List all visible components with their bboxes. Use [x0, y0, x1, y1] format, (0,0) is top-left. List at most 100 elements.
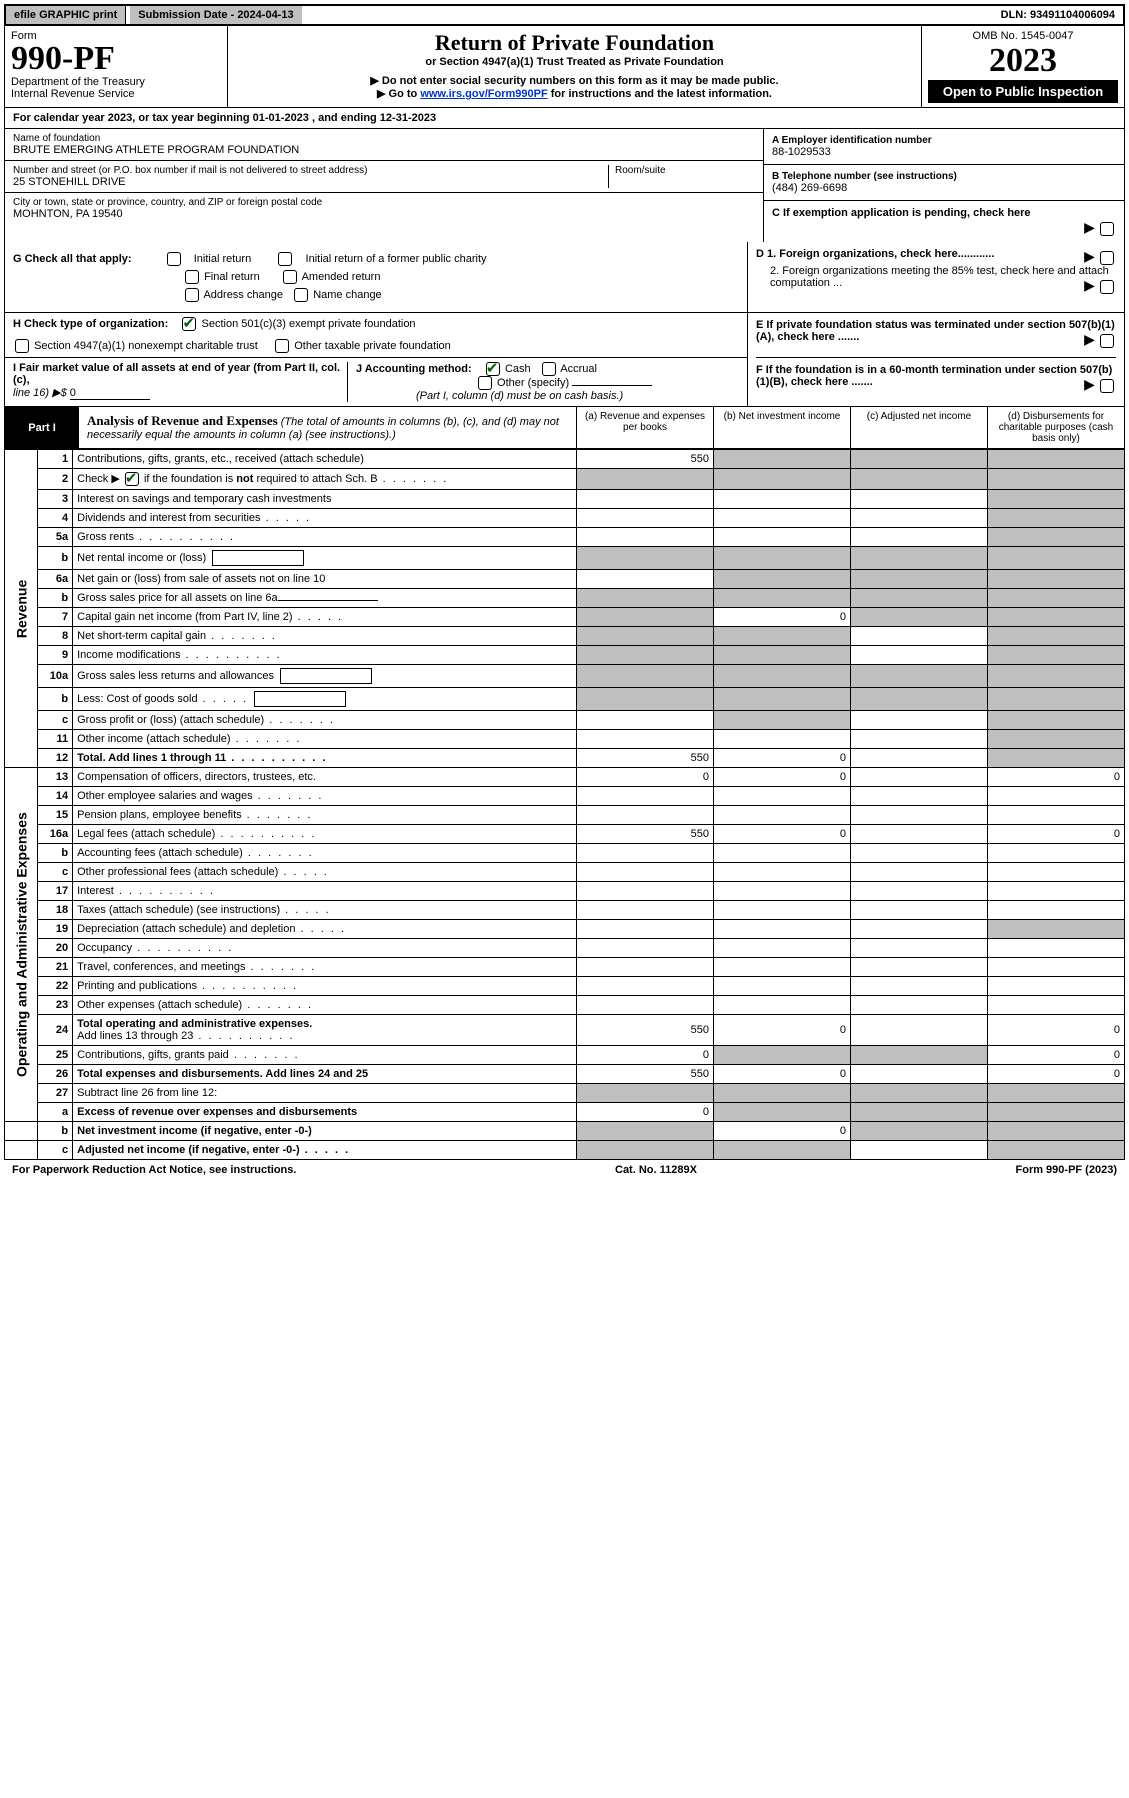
- checkbox-4947[interactable]: [15, 339, 29, 353]
- row-desc: Other professional fees (attach schedule…: [73, 863, 577, 882]
- col-c-head: (c) Adjusted net income: [850, 407, 987, 448]
- inline-input[interactable]: [280, 668, 372, 684]
- row-num: 26: [38, 1065, 73, 1084]
- dln-number: DLN: 93491104006094: [993, 6, 1123, 24]
- checkbox-c[interactable]: [1100, 222, 1114, 236]
- arrow-icon: ▶: [1084, 376, 1095, 392]
- cell-d: [988, 469, 1125, 490]
- row-num: b: [38, 1122, 73, 1141]
- row-num: 12: [38, 749, 73, 768]
- col-a-head: (a) Revenue and expenses per books: [576, 407, 713, 448]
- dept-treasury: Department of the Treasury: [11, 76, 221, 88]
- row-num: 10a: [38, 665, 73, 688]
- row-desc: Taxes (attach schedule) (see instruction…: [73, 901, 577, 920]
- row-desc: Contributions, gifts, grants, etc., rece…: [73, 450, 577, 469]
- checkbox-d1[interactable]: [1100, 251, 1114, 265]
- h-opt2: Section 4947(a)(1) nonexempt charitable …: [34, 340, 258, 352]
- row-desc: Gross rents: [73, 528, 577, 547]
- checkbox-final[interactable]: [185, 270, 199, 284]
- row-desc: Gross sales price for all assets on line…: [73, 589, 577, 608]
- part1-title: Analysis of Revenue and Expenses: [87, 413, 278, 428]
- r2-not: not: [236, 473, 253, 485]
- r2-pre: Check ▶: [77, 473, 123, 485]
- i-line16: line 16) ▶$: [13, 387, 67, 399]
- checkbox-e[interactable]: [1100, 334, 1114, 348]
- checkbox-amended[interactable]: [283, 270, 297, 284]
- row-num: 18: [38, 901, 73, 920]
- row-num: b: [38, 589, 73, 608]
- checkbox-cash[interactable]: [486, 362, 500, 376]
- row-num: c: [38, 1141, 73, 1160]
- row-desc: Total expenses and disbursements. Add li…: [73, 1065, 577, 1084]
- inline-input[interactable]: [254, 691, 346, 707]
- checkbox-501c3[interactable]: [182, 317, 196, 331]
- submission-date: Submission Date - 2024-04-13: [130, 6, 301, 24]
- row-num: 11: [38, 730, 73, 749]
- checkbox-f[interactable]: [1100, 379, 1114, 393]
- checkbox-initial[interactable]: [167, 252, 181, 266]
- row-num: 17: [38, 882, 73, 901]
- cell-a: 550: [577, 450, 714, 469]
- irs-link[interactable]: www.irs.gov/Form990PF: [420, 88, 547, 100]
- inline-input[interactable]: [278, 600, 378, 601]
- row-num: 15: [38, 806, 73, 825]
- expenses-sidebar: Operating and Administrative Expenses: [5, 768, 38, 1122]
- g-item-1: Initial return of a former public charit…: [306, 253, 487, 265]
- checkbox-addr-change[interactable]: [185, 288, 199, 302]
- note-goto-post: for instructions and the latest informat…: [548, 88, 772, 100]
- ein-value: 88-1029533: [772, 146, 1116, 158]
- note-ssn: ▶ Do not enter social security numbers o…: [236, 74, 913, 87]
- row-desc: Capital gain net income (from Part IV, l…: [73, 608, 577, 627]
- tel-value: (484) 269-6698: [772, 182, 1116, 194]
- foundation-city: MOHNTON, PA 19540: [13, 208, 755, 220]
- checkbox-sch-b[interactable]: [125, 472, 139, 486]
- row-desc: Total. Add lines 1 through 11: [73, 749, 577, 768]
- inline-input[interactable]: [212, 550, 304, 566]
- row-desc: Interest: [73, 882, 577, 901]
- cell-b: [714, 450, 851, 469]
- row-desc: Occupancy: [73, 939, 577, 958]
- row-desc: Excess of revenue over expenses and disb…: [73, 1103, 577, 1122]
- d2-label: 2. Foreign organizations meeting the 85%…: [770, 265, 1109, 289]
- checkbox-initial-former[interactable]: [278, 252, 292, 266]
- row-num: 20: [38, 939, 73, 958]
- other-specify[interactable]: [572, 385, 652, 386]
- part1-header: Part I Analysis of Revenue and Expenses …: [4, 407, 1125, 449]
- calendar-year-line: For calendar year 2023, or tax year begi…: [4, 108, 1125, 129]
- row-desc: Gross sales less returns and allowances: [73, 665, 577, 688]
- row-num: 1: [38, 450, 73, 469]
- row-desc: Income modifications: [73, 646, 577, 665]
- checkbox-other-taxable[interactable]: [275, 339, 289, 353]
- j-other: Other (specify): [497, 377, 569, 389]
- row-desc: Check ▶ if the foundation is not require…: [73, 469, 577, 490]
- e-label: E If private foundation status was termi…: [756, 319, 1115, 343]
- footer-left: For Paperwork Reduction Act Notice, see …: [12, 1164, 296, 1176]
- row-num: b: [38, 844, 73, 863]
- g-item-4: Address change: [203, 289, 283, 301]
- g-item-2: Final return: [204, 271, 260, 283]
- arrow-icon: ▶: [1084, 219, 1095, 235]
- foundation-info: Name of foundation BRUTE EMERGING ATHLET…: [4, 129, 1125, 242]
- g-label: G Check all that apply:: [13, 253, 132, 265]
- row-desc: Travel, conferences, and meetings: [73, 958, 577, 977]
- j-note: (Part I, column (d) must be on cash basi…: [416, 390, 623, 402]
- checkbox-name-change[interactable]: [294, 288, 308, 302]
- part1-label: Part I: [5, 407, 79, 448]
- form-header: Form 990-PF Department of the Treasury I…: [4, 26, 1125, 108]
- row-desc: Depreciation (attach schedule) and deple…: [73, 920, 577, 939]
- c-label: C If exemption application is pending, c…: [772, 207, 1031, 219]
- j-cash: Cash: [505, 363, 531, 375]
- h-opt1: Section 501(c)(3) exempt private foundat…: [202, 318, 416, 330]
- checkbox-d2[interactable]: [1100, 280, 1114, 294]
- room-label: Room/suite: [615, 165, 755, 176]
- form-subtitle: or Section 4947(a)(1) Trust Treated as P…: [236, 56, 913, 68]
- foundation-address: 25 STONEHILL DRIVE: [13, 176, 608, 188]
- print-button[interactable]: efile GRAPHIC print: [6, 6, 126, 24]
- row-desc: Other expenses (attach schedule): [73, 996, 577, 1015]
- checkbox-other-method[interactable]: [478, 376, 492, 390]
- page-footer: For Paperwork Reduction Act Notice, see …: [4, 1160, 1125, 1180]
- checkbox-accrual[interactable]: [542, 362, 556, 376]
- row-desc: Net rental income or (loss): [73, 547, 577, 570]
- row-desc: Other employee salaries and wages: [73, 787, 577, 806]
- cell-b: [714, 469, 851, 490]
